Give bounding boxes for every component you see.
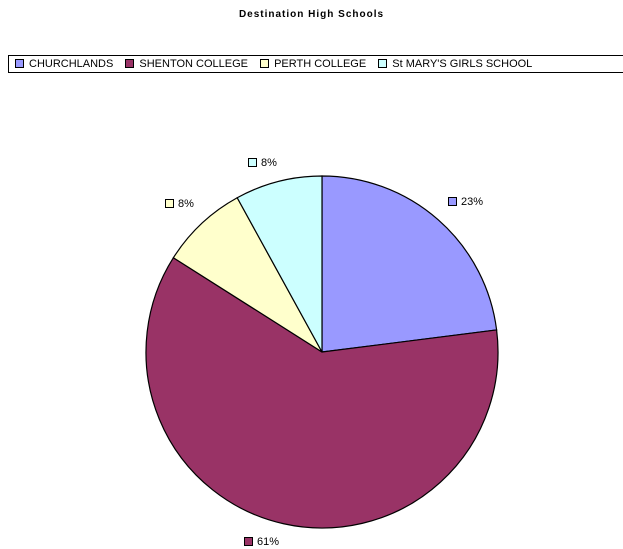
slice-label-text-shenton-college: 61% bbox=[257, 536, 279, 548]
slice-label-st-marys: 8% bbox=[248, 157, 277, 169]
slice-label-text-perth-college: 8% bbox=[178, 198, 194, 210]
pie-slices bbox=[146, 176, 498, 528]
slice-label-text-st-marys: 8% bbox=[261, 157, 277, 169]
slice-label-swatch-st-marys bbox=[248, 158, 257, 167]
slice-label-churchlands: 23% bbox=[448, 196, 483, 208]
slice-label-swatch-churchlands bbox=[448, 197, 457, 206]
slice-label-shenton-college: 61% bbox=[244, 536, 279, 548]
slice-label-swatch-shenton-college bbox=[244, 537, 253, 546]
slice-label-swatch-perth-college bbox=[165, 199, 174, 208]
slice-label-perth-college: 8% bbox=[165, 198, 194, 210]
slice-label-text-churchlands: 23% bbox=[461, 196, 483, 208]
